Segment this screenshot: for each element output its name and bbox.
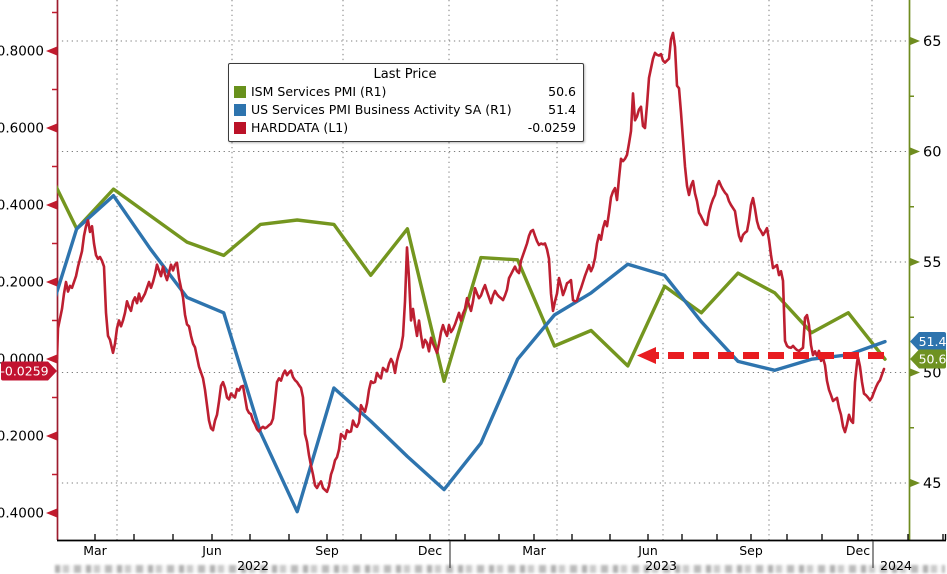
legend-title: Last Price (373, 67, 437, 82)
badge-value-label: -0.0259 (0, 364, 48, 379)
left-axis-tick-label: 0.4000 (0, 198, 44, 214)
left-axis-tick-arrow (46, 508, 57, 518)
right-axis-tick-arrow (909, 368, 920, 377)
right-axis-tick-label: 60 (923, 145, 941, 161)
month-label: Jun (201, 543, 222, 558)
right-axis-tick-arrow (909, 257, 920, 267)
right-axis-tick-label: 65 (923, 34, 941, 50)
left-axis-tick-arrow (46, 46, 57, 56)
badge-shape (1, 361, 57, 381)
badge-value-label: 51.4 (919, 334, 947, 349)
year-label: 2023 (645, 558, 677, 573)
blurred-source-watermark (55, 565, 945, 573)
badge-shape (910, 332, 946, 351)
right-axis-tick-label: 45 (923, 476, 941, 492)
legend-value: 50.6 (548, 84, 576, 99)
legend-value: -0.0259 (527, 120, 576, 135)
left-axis-tick-label: -0.4000 (0, 506, 44, 522)
left-axis-tick-label: 0.6000 (0, 121, 44, 137)
left-axis-tick-arrow (46, 354, 57, 364)
right-axis-tick-arrow (909, 478, 920, 488)
chart-legend[interactable]: Last Price ISM Services PMI (R1) 50.6 US… (228, 63, 584, 142)
legend-label: US Services PMI Business Activity SA (R1… (251, 102, 512, 117)
year-label: 2022 (237, 558, 269, 573)
month-label: Sep (739, 543, 763, 558)
axis-value-badge-51.4: 51.4 (910, 332, 946, 351)
series-line-ism-services-pmi[interactable] (40, 154, 887, 383)
left-axis-tick-label: 0.8000 (0, 44, 44, 60)
month-label: Sep (315, 543, 339, 558)
badge-value-label: 50.6 (919, 352, 947, 367)
month-label: Dec (846, 543, 870, 558)
year-label: 2024 (880, 558, 912, 573)
annotation-arrowhead-icon (637, 347, 656, 364)
legend-swatch-red (234, 122, 246, 134)
left-axis-tick-label: -0.2000 (0, 429, 44, 445)
left-axis-tick-label: 0.2000 (0, 275, 44, 291)
left-axis-tick-arrow (46, 123, 57, 133)
badge-shape (910, 349, 946, 369)
left-axis-tick-arrow (46, 277, 57, 287)
month-label: Mar (522, 543, 546, 558)
legend-entry-us-services-pmi[interactable]: US Services PMI Business Activity SA (R1… (234, 101, 576, 119)
left-axis-tick-arrow (46, 200, 57, 210)
series-line-harddata[interactable] (57, 31, 886, 494)
right-axis-tick-label: 55 (923, 255, 941, 271)
legend-swatch-green (234, 86, 246, 98)
legend-entry-harddata[interactable]: HARDDATA (L1) -0.0259 (234, 119, 576, 137)
left-axis-tick-arrow (46, 431, 57, 441)
right-axis-tick-arrow (909, 36, 920, 46)
series-layer (40, 31, 887, 514)
month-label: Dec (418, 543, 442, 558)
right-axis-tick-label: 50 (923, 366, 941, 382)
month-label: Mar (83, 543, 107, 558)
month-label: Jun (637, 543, 658, 558)
legend-entry-ism-services-pmi[interactable]: ISM Services PMI (R1) 50.6 (234, 83, 576, 101)
legend-swatch-blue (234, 104, 246, 116)
legend-value: 51.4 (548, 102, 576, 117)
axis-value-badge--0.0259: -0.0259 (0, 361, 57, 381)
axis-value-badge-50.6: 50.6 (910, 349, 947, 369)
legend-label: ISM Services PMI (R1) (251, 84, 387, 99)
right-axis-tick-arrow (909, 147, 920, 156)
legend-label: HARDDATA (L1) (251, 120, 349, 135)
